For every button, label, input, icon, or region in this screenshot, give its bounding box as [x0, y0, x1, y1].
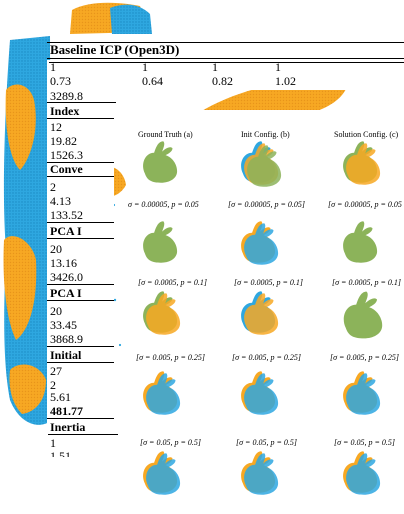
row1-col3: 1	[212, 60, 218, 74]
bunny-r2-c2-blue	[244, 223, 279, 265]
bunny-r2-c1-green	[143, 221, 178, 263]
row2-col2: 0.64	[142, 74, 163, 88]
section-inertia-label: Inertia	[50, 420, 86, 434]
row3-value: 3289.8	[50, 89, 83, 103]
caption-r1-c2: [σ = 0.00005, p = 0.05]	[228, 200, 305, 209]
section-conve-val2: 4.13	[50, 194, 71, 208]
section-index-val1: 12	[50, 120, 62, 134]
row2-col1: 0.73	[50, 74, 71, 88]
section-initial-val2: 2	[50, 378, 56, 392]
bunny-r4-c3-blue	[346, 373, 381, 415]
caption-r3-c2: [σ = 0.005, p = 0.25]	[232, 353, 301, 362]
section-pca1-val2: 13.16	[50, 256, 77, 270]
bunny-r1-c1-green	[143, 141, 178, 183]
orange-cloud-left	[5, 84, 36, 170]
section-initial-val3: 5.61	[50, 390, 71, 404]
results-table: Baseline ICP (Open3D) 1 1 1 1 0.73 0.64 …	[47, 34, 404, 434]
col-header-init-config: Init Config. (b)	[241, 130, 290, 139]
caption-r2-c3: [σ = 0.0005, p = 0.1]	[332, 278, 401, 287]
section-pca2-val1: 20	[50, 304, 62, 318]
table-header-rule	[47, 58, 404, 59]
section-index-val3: 1526.3	[50, 148, 83, 162]
caption-r2-c2: [σ = 0.0005, p = 0.1]	[234, 278, 303, 287]
caption-r3-c3: [σ = 0.005, p = 0.25]	[330, 353, 399, 362]
bunny-figure-panel: Ground Truth (a) Init Config. (b) Soluti…	[128, 110, 404, 514]
bunny-r2-c3-green	[343, 221, 378, 263]
section-pca1-val1: 20	[50, 242, 62, 256]
bunny-r5-c3-blue	[346, 453, 381, 495]
caption-r2-c1: [σ = 0.0005, p = 0.1]	[138, 278, 207, 287]
section-inertia-val2: 1.51	[50, 449, 71, 457]
section-pca2-val2: 33.45	[50, 318, 77, 332]
bunny-r3-c3-green	[343, 291, 383, 339]
section-initial-val1: 27	[50, 364, 62, 378]
section-initial-bold-value: 481.77	[50, 404, 83, 418]
section-pca1-val3: 3426.0	[50, 270, 83, 284]
caption-r4-c2: [σ = 0.05, p = 0.5]	[236, 438, 297, 447]
section-conve-val3: 133.52	[50, 208, 83, 222]
bunny-r4-c2-blue	[244, 373, 279, 415]
bunny-r4-c1-blue	[146, 373, 181, 415]
bunny-r5-c2-blue	[244, 453, 279, 495]
row1-col2: 1	[142, 60, 148, 74]
bunny-r3-c2-orange	[244, 293, 279, 335]
table-title: Baseline ICP (Open3D)	[50, 42, 182, 57]
bunny-r5-c1-blue	[146, 453, 181, 495]
section-pca2-val3: 3868.9	[50, 332, 83, 346]
section-initial-label: Initial	[50, 348, 82, 362]
section-index-val2: 19.82	[50, 134, 77, 148]
row1-col4: 1	[275, 60, 281, 74]
row2-col3: 0.82	[212, 74, 233, 88]
caption-r1-c3: [σ = 0.00005, p = 0.05	[328, 200, 402, 209]
caption-r1-c1: σ = 0.00005, p = 0.05	[128, 200, 199, 209]
caption-r4-c1: [σ = 0.05, p = 0.5]	[140, 438, 201, 447]
section-conve-label: Conve	[50, 162, 83, 176]
orange-cloud-left2	[3, 236, 37, 340]
row1-col1: 1	[50, 60, 56, 74]
row2-col4: 1.02	[275, 74, 296, 88]
section-conve-val1: 2	[50, 180, 56, 194]
section-pca2-label: PCA I	[50, 286, 82, 300]
bunny-r1-c2-green	[247, 145, 282, 187]
section-inertia-val1: 1	[50, 436, 56, 450]
bunny-r3-c1-orange	[146, 293, 181, 335]
orange-cloud-left3	[9, 364, 46, 414]
table-top-rule	[47, 42, 404, 43]
section-pca1-label: PCA I	[50, 224, 82, 238]
bunny-thumbnails	[143, 141, 383, 495]
bunny-r1-c3-orange	[346, 143, 381, 185]
col-header-ground-truth: Ground Truth (a)	[138, 130, 193, 139]
caption-r3-c1: [σ = 0.005, p = 0.25]	[136, 353, 205, 362]
caption-r4-c3: [σ = 0.05, p = 0.5]	[334, 438, 395, 447]
section-index-label: Index	[50, 104, 80, 118]
blue-cloud-top	[110, 4, 152, 34]
col-header-solution-config: Solution Config. (c)	[334, 130, 399, 139]
